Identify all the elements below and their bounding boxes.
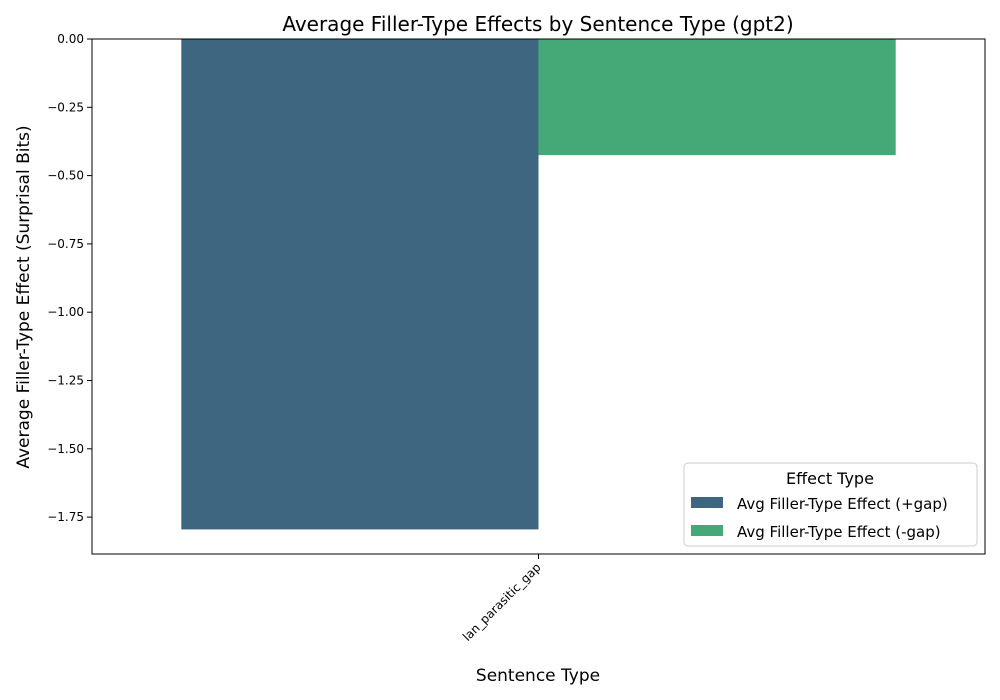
y-axis-label: Average Filler-Type Effect (Surprisal Bi… — [14, 125, 34, 468]
legend-label-minus-gap: Avg Filler-Type Effect (-gap) — [737, 523, 941, 541]
y-tick-label: −1.25 — [47, 374, 84, 388]
legend-swatch-minus-gap — [691, 525, 723, 536]
y-tick-label: −0.25 — [47, 100, 84, 114]
y-tick-label: 0.00 — [57, 32, 84, 46]
y-tick-label: −0.75 — [47, 237, 84, 251]
legend: Effect Type Avg Filler-Type Effect (+gap… — [683, 462, 978, 547]
legend-title: Effect Type — [786, 469, 874, 488]
y-tick-label: −1.75 — [47, 510, 84, 524]
y-tick-label: −0.50 — [47, 169, 84, 183]
x-axis-label: Sentence Type — [476, 666, 600, 686]
x-tick-label: lan_parasitic_gap — [460, 560, 544, 644]
bars-group — [181, 39, 896, 530]
plot-frame — [91, 38, 986, 555]
y-axis-ticks: 0.00 −0.25 −0.50 −0.75 −1.00 −1.25 −1.50 −1.75 — [47, 32, 92, 524]
legend-swatch-plus-gap — [691, 497, 723, 508]
y-tick-label: −1.00 — [47, 305, 84, 319]
chart-title: Average Filler-Type Effects by Sentence … — [282, 12, 793, 36]
x-axis-ticks: lan_parasitic_gap — [460, 554, 544, 644]
legend-label-plus-gap: Avg Filler-Type Effect (+gap) — [737, 495, 948, 513]
legend-frame — [683, 462, 978, 547]
bar-plus-gap-0 — [181, 39, 539, 530]
y-tick-label: −1.50 — [47, 442, 84, 456]
bar-minus-gap-0 — [538, 39, 896, 156]
